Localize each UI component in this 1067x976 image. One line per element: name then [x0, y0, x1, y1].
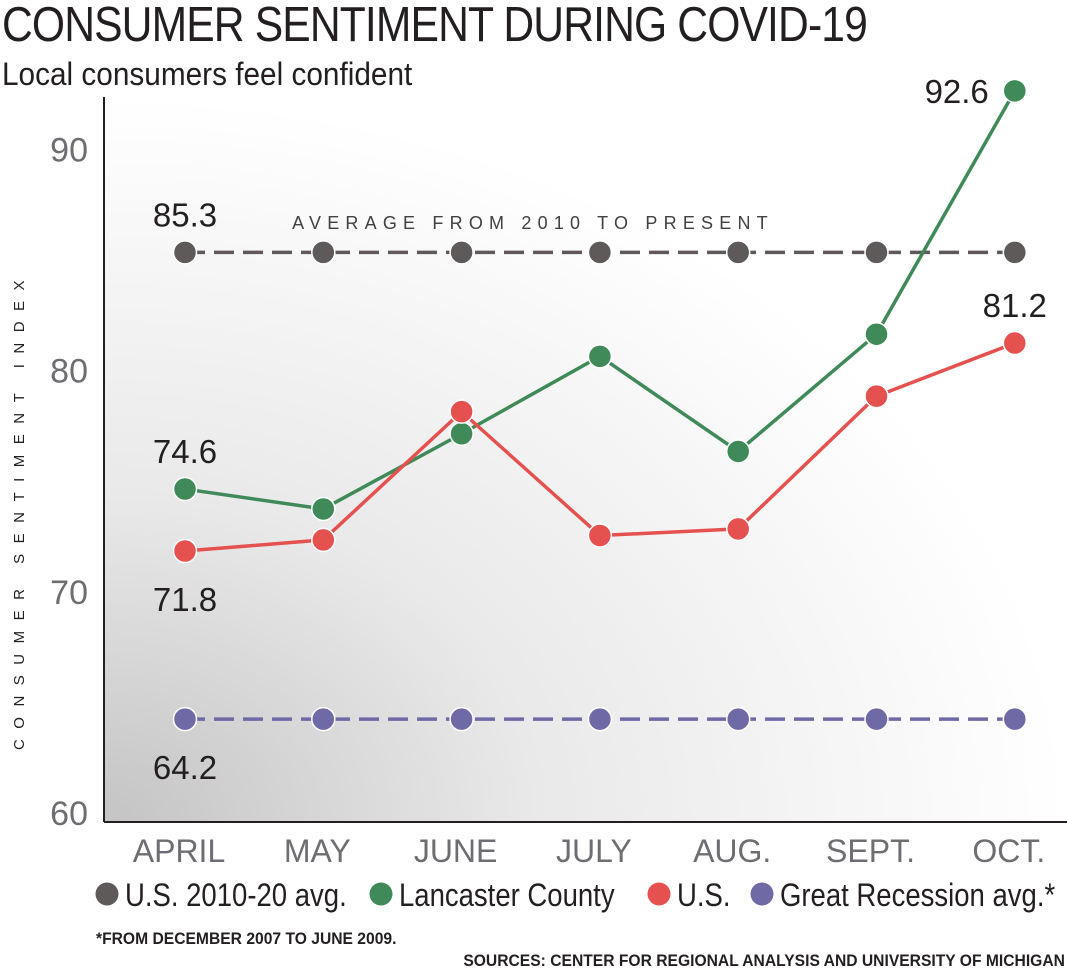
data-label: 74.6 — [153, 433, 217, 470]
legend-label: U.S. — [677, 878, 730, 913]
y-tick-label: 60 — [50, 795, 88, 833]
chart-title: CONSUMER SENTIMENT DURING COVID-19 — [2, 0, 868, 52]
x-tick-label: MAY — [284, 833, 351, 869]
data-point — [172, 538, 198, 564]
x-tick-label: AUG. — [693, 833, 771, 869]
data-point — [172, 706, 198, 732]
data-point — [587, 706, 613, 732]
data-point — [1002, 78, 1028, 104]
legend-label: U.S. 2010-20 avg. — [125, 878, 347, 913]
data-point — [864, 240, 889, 265]
legend-label: Great Recession avg.* — [780, 878, 1056, 913]
data-point — [1002, 706, 1028, 732]
y-tick-label: 90 — [50, 131, 88, 169]
plot-background — [104, 97, 1067, 822]
data-point — [449, 706, 474, 732]
data-point — [725, 439, 751, 464]
data-point — [172, 476, 198, 502]
data-point — [172, 240, 198, 265]
data-point — [587, 344, 613, 369]
legend-marker — [95, 882, 119, 906]
y-axis-title: CONSUMER SENTIMENT INDEX — [11, 270, 28, 750]
data-point — [1002, 240, 1028, 265]
data-label: 71.8 — [153, 581, 217, 618]
x-tick-label: OCT. — [972, 833, 1045, 869]
x-tick-label: APRIL — [133, 833, 225, 869]
legend-marker — [647, 882, 671, 906]
legend-marker — [750, 882, 774, 906]
average-annotation: AVERAGE FROM 2010 TO PRESENT — [292, 213, 774, 233]
data-point — [1002, 330, 1028, 356]
data-point — [864, 321, 889, 347]
data-point — [449, 399, 474, 424]
data-point — [864, 706, 889, 732]
y-tick-label: 80 — [50, 353, 88, 391]
data-point — [311, 706, 336, 732]
data-point — [311, 496, 336, 522]
legend-label: Lancaster County — [399, 878, 615, 913]
y-tick-label: 70 — [50, 574, 88, 612]
data-point — [311, 240, 336, 265]
data-label: 92.6 — [925, 73, 989, 110]
data-point — [725, 706, 751, 732]
data-label: 81.2 — [983, 287, 1047, 324]
data-point — [587, 523, 613, 548]
chart-subtitle: Local consumers feel confident — [2, 56, 413, 92]
data-point — [311, 527, 336, 553]
footnote: *FROM DECEMBER 2007 TO JUNE 2009. — [96, 929, 397, 948]
x-tick-label: SEPT. — [826, 833, 915, 869]
data-point — [449, 240, 474, 265]
data-label: 64.2 — [153, 749, 217, 786]
legend-marker — [369, 882, 393, 906]
x-tick-label: JULY — [556, 833, 632, 869]
data-point — [449, 421, 474, 446]
x-tick-label: JUNE — [414, 833, 498, 869]
data-label: 85.3 — [153, 196, 217, 233]
sources-note: SOURCES: CENTER FOR REGIONAL ANALYSIS AN… — [463, 951, 1065, 970]
data-point — [864, 383, 889, 409]
data-point — [725, 516, 751, 542]
data-point — [587, 240, 613, 265]
data-point — [725, 240, 751, 265]
